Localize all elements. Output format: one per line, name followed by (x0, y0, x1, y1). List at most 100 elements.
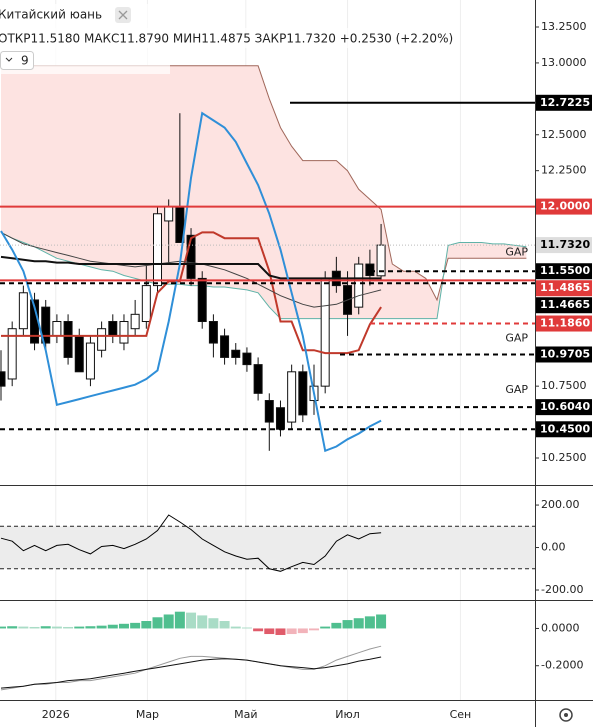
histogram-bar (163, 614, 174, 629)
price-axis: 13.2500 13.0000 12.5000 12.2500 10.7500 10.25… (535, 20, 592, 672)
histogram-bar (331, 622, 342, 629)
price-label: 11.7320 (540, 238, 590, 251)
histogram-bar (364, 616, 375, 629)
histogram-bar (186, 612, 197, 629)
price-label-bg (536, 399, 592, 416)
candle-body (264, 400, 274, 423)
candle-body (231, 349, 241, 358)
histogram-bar (174, 611, 185, 629)
histogram-bar (51, 626, 62, 629)
indicator-line (1, 231, 382, 355)
price-label-bg (536, 297, 592, 314)
price-label: 11.5500 (540, 264, 590, 277)
price-label-bg (536, 94, 592, 111)
price-label: 12.0000 (540, 200, 590, 213)
candle-body (85, 342, 95, 380)
x-tick-label: Сен (450, 708, 472, 721)
indicator-line (0, 514, 382, 572)
histogram-bar (130, 622, 141, 629)
histogram-bar (219, 621, 230, 629)
histogram-bar (309, 628, 320, 631)
price-label: 12.7225 (540, 96, 590, 109)
indicator-line (0, 255, 382, 280)
histogram-bar (264, 628, 275, 635)
close-icon (118, 10, 128, 20)
gap-label: GAP (505, 245, 528, 258)
histogram-bar (342, 620, 353, 629)
candle-body (108, 321, 118, 337)
candle-body (220, 335, 230, 358)
histogram-bar (208, 618, 219, 629)
candle-body (7, 328, 17, 380)
indicator-line (0, 231, 382, 308)
candle-body (97, 328, 107, 351)
x-tick-label: 2026 (42, 708, 70, 721)
price-label-bg (536, 346, 592, 363)
price-label-bg (536, 237, 592, 254)
histogram-bar (7, 626, 18, 629)
gap-label: GAP (505, 331, 528, 344)
candle-body (197, 277, 207, 323)
instrument-title: Китайский юань (0, 8, 102, 22)
candle-body (130, 313, 140, 330)
candle-body (119, 321, 129, 344)
candle-body (52, 321, 62, 337)
y-tick-label: -0.2000 (541, 659, 583, 672)
histogram-bar (275, 628, 286, 635)
x-tick-label: Июл (335, 708, 360, 721)
ohlc-bg (0, 28, 420, 48)
histogram-bar (241, 627, 252, 629)
period-value: 9 (21, 54, 29, 68)
gap-label: GAP (505, 383, 528, 396)
price-label: 10.4500 (540, 422, 590, 435)
candle-body (0, 371, 6, 387)
x-tick-label: Мар (136, 708, 159, 721)
candle-body (18, 292, 28, 330)
candle-body (354, 263, 364, 308)
candle-body (74, 335, 84, 373)
histogram-bar (107, 624, 118, 629)
settings-button[interactable] (559, 708, 573, 722)
y-tick-label: -200.00 (541, 583, 583, 596)
histogram-bar (63, 626, 74, 629)
candle-body (298, 371, 308, 416)
price-label-bg (536, 263, 592, 280)
settings-icon-center (564, 713, 568, 717)
price-label: 11.1860 (540, 317, 590, 330)
histogram-bar (141, 621, 152, 629)
cloud-fill (1, 65, 527, 319)
histogram-bar (0, 626, 7, 629)
y-tick-label: 0.0000 (541, 621, 580, 634)
price-label: 10.9705 (540, 347, 590, 360)
y-tick-label: 200.00 (541, 498, 580, 511)
indicator-line (0, 231, 527, 320)
price-label-bg (536, 198, 592, 215)
period-toggle[interactable] (0, 51, 34, 70)
x-tick-label: Май (234, 708, 257, 721)
y-tick-label: 13.2500 (541, 20, 587, 33)
histogram-bar (85, 626, 96, 629)
candle-body (141, 285, 151, 323)
band (0, 526, 535, 569)
candle-body (287, 371, 297, 423)
histogram-bar (18, 626, 29, 629)
candle-body (208, 321, 218, 344)
histogram-bar (286, 628, 297, 635)
histogram-bar (353, 618, 364, 629)
ohlc-info: ОТКР11.5180 МАКС11.8790 МИН11.4875 ЗАКР1… (0, 32, 453, 46)
candle-body (164, 206, 174, 222)
histogram-bar (297, 628, 308, 634)
histogram-bar (320, 626, 331, 629)
price-label: 11.4865 (540, 281, 590, 294)
histogram-bar (118, 623, 129, 629)
y-tick-label: 0.00 (541, 541, 566, 554)
histogram-bar (230, 626, 241, 629)
histogram-bar (96, 625, 107, 629)
y-tick-label: 10.7500 (541, 379, 587, 392)
candle-body (153, 213, 163, 287)
candle-body (253, 364, 263, 394)
chevron (5, 57, 13, 62)
indicator-line (0, 656, 382, 689)
settings-icon (559, 708, 573, 722)
